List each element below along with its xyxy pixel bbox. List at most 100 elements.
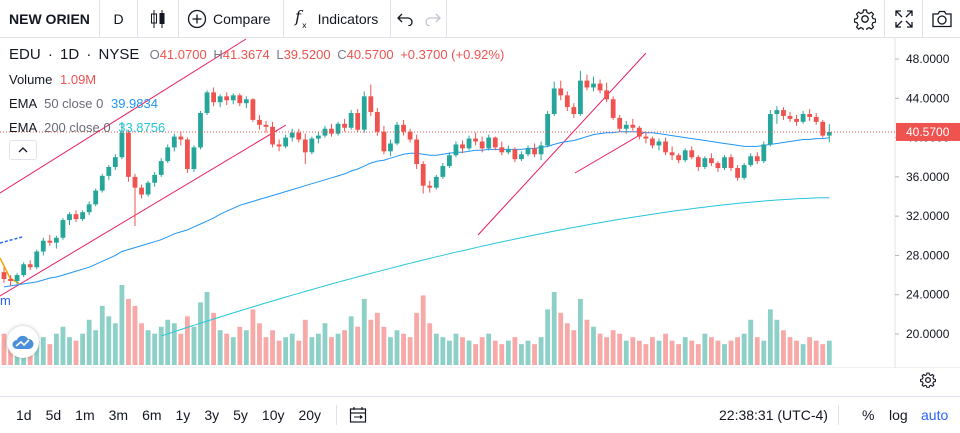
candle-body — [21, 264, 27, 276]
volume-bar — [361, 298, 367, 365]
candle-body — [289, 132, 295, 138]
candle-body — [1, 272, 7, 279]
calendar-range-icon — [349, 407, 367, 423]
volume-bar — [702, 333, 708, 365]
candle-body — [466, 138, 472, 149]
auto-scale-toggle[interactable]: auto — [921, 407, 949, 423]
price-tick-label: 32.0000 — [906, 209, 950, 223]
candle-body — [401, 124, 406, 132]
settings-button[interactable] — [846, 0, 884, 38]
candle-body — [283, 137, 289, 147]
legend-ema-200[interactable]: EMA 200 close 0 33.8756 — [9, 120, 165, 135]
volume-bar — [302, 319, 308, 365]
candle-body — [735, 168, 740, 178]
axis-settings-button[interactable] — [920, 372, 936, 393]
volume-bar — [152, 333, 158, 365]
interval-selector[interactable]: D — [100, 0, 138, 38]
volume-bar — [754, 337, 760, 365]
range-1m[interactable]: 1m — [75, 407, 95, 423]
volume-bar — [394, 330, 400, 365]
legend-series[interactable]: EDU · 1D · NYSE O41.0700 H41.3674 L39.52… — [9, 46, 505, 63]
volume-bar — [230, 337, 236, 365]
candle-body — [656, 141, 662, 146]
compare-button[interactable]: Compare — [179, 0, 284, 38]
legend-volume[interactable]: Volume 1.09M — [9, 72, 96, 87]
volume-bar — [126, 298, 131, 365]
legend-volume-label: Volume — [9, 72, 53, 87]
volume-bar — [119, 285, 125, 365]
fullscreen-button[interactable] — [884, 0, 922, 38]
volume-bar — [676, 344, 682, 365]
camera-icon — [931, 10, 952, 28]
legend-open: 41.0700 — [159, 47, 207, 62]
range-3m[interactable]: 3m — [108, 407, 129, 423]
chart-type-button[interactable] — [138, 0, 179, 38]
volume-bar — [414, 312, 420, 365]
candle-body — [715, 163, 721, 169]
range-1y[interactable]: 1y — [175, 407, 191, 423]
volume-bar — [1, 333, 7, 365]
candle-body — [505, 149, 511, 153]
legend-low: 39.5200 — [283, 47, 331, 62]
range-5d[interactable]: 5d — [45, 407, 62, 423]
volume-bar — [198, 302, 203, 365]
volume-bar — [374, 312, 380, 365]
candle-body — [112, 157, 118, 168]
legend-collapse-button[interactable] — [9, 140, 37, 160]
range-10y[interactable]: 10y — [261, 407, 285, 423]
trend-lines[interactable]: m — [0, 38, 647, 308]
volume-bar — [519, 344, 524, 365]
legend-ema-50[interactable]: EMA 50 close 0 39.9834 — [9, 96, 158, 111]
price-axis[interactable]: 48.000044.000040.000036.000032.000028.00… — [0, 52, 960, 341]
candle-body — [414, 139, 420, 165]
volume-bar — [597, 333, 603, 365]
range-1d[interactable]: 1d — [16, 407, 32, 423]
candle-body — [316, 135, 321, 139]
candle-body — [545, 114, 551, 146]
candle-body — [650, 138, 655, 146]
volume-bar — [257, 323, 262, 365]
range-6m[interactable]: 6m — [142, 407, 162, 423]
undo-button[interactable] — [391, 0, 419, 38]
volume-bar — [826, 340, 832, 365]
volume-bar — [709, 337, 714, 365]
legend-ema-200-value: 33.8756 — [118, 120, 166, 135]
volume-bar — [106, 316, 112, 365]
percent-scale-toggle[interactable]: % — [862, 407, 875, 423]
settings-icon — [854, 9, 876, 30]
legend-exchange: NYSE — [98, 46, 140, 63]
goto-date-button[interactable] — [349, 406, 367, 424]
candle-body — [578, 80, 583, 114]
candle-body — [630, 124, 636, 128]
volume-bar — [401, 333, 406, 365]
range-5y[interactable]: 5y — [233, 407, 248, 423]
clock-timezone[interactable]: 22:38:31 (UTC-4) — [719, 407, 828, 423]
volume-bar — [630, 337, 636, 365]
candle-body — [374, 112, 380, 132]
symbol-search[interactable]: NEW ORIEN — [0, 0, 100, 38]
volume-bar — [532, 344, 537, 365]
volume-bar — [787, 337, 793, 365]
snapshot-button[interactable] — [922, 0, 960, 38]
price-tick-label: 44.0000 — [906, 91, 950, 105]
candle-body — [34, 251, 40, 268]
volume-bar — [270, 330, 275, 365]
volume-bar — [139, 323, 144, 365]
range-20y[interactable]: 20y — [298, 407, 322, 423]
trend-line — [0, 124, 287, 297]
log-scale-toggle[interactable]: log — [889, 407, 908, 423]
legend-ema-50-label: EMA — [9, 96, 37, 111]
candle-body — [224, 96, 230, 101]
price-tick-label: 36.0000 — [906, 170, 950, 184]
redo-button[interactable] — [419, 0, 448, 38]
volume-bar — [93, 330, 99, 365]
range-3y[interactable]: 3y — [204, 407, 220, 423]
candle-body — [361, 96, 367, 130]
price-chart[interactable]: m 48.000044.000040.000036.000032.000028.… — [0, 38, 960, 368]
candle-body — [355, 113, 361, 130]
candle-body — [787, 115, 793, 119]
brand-logo[interactable] — [7, 326, 39, 358]
volume-bar — [741, 333, 747, 365]
price-tick-label: 28.0000 — [906, 248, 950, 262]
